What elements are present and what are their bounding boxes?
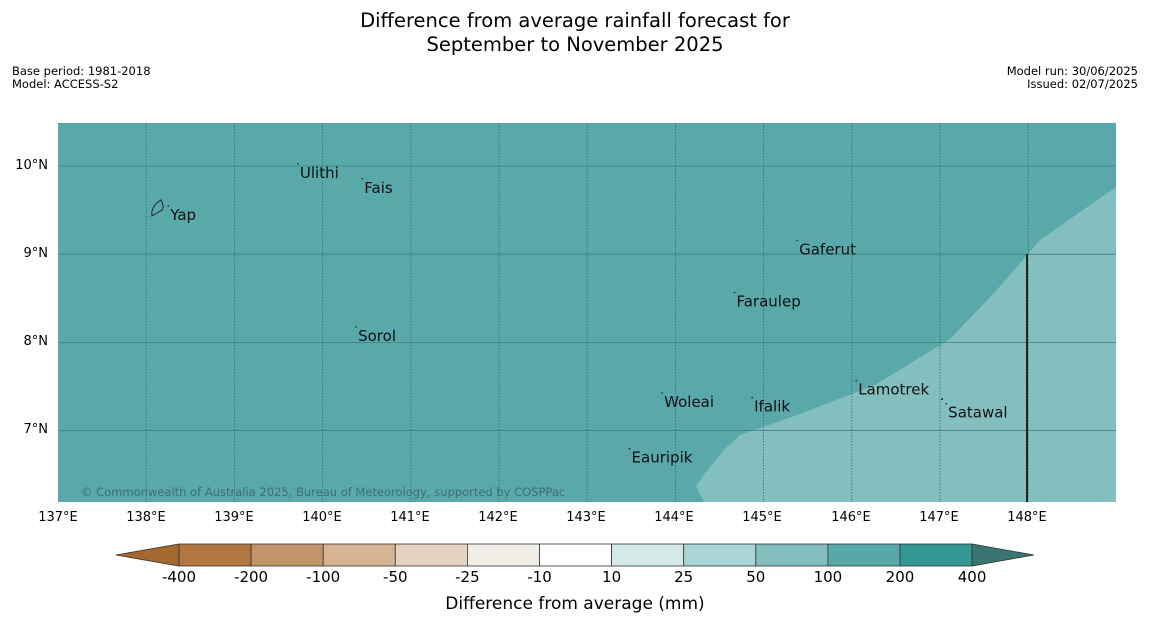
model-name: Model: ACCESS-S2 xyxy=(12,77,119,91)
lon-label-138e: 138°E xyxy=(126,510,166,525)
colorbar-segment xyxy=(539,543,612,567)
lon-label-144e: 144°E xyxy=(654,510,694,525)
place-marker xyxy=(167,205,170,207)
place-label-gaferut: Gaferut xyxy=(799,240,856,258)
colorbar-tick-label: 200 xyxy=(885,568,915,586)
colorbar-tick-label: 10 xyxy=(602,568,622,586)
lon-label-140e: 140°E xyxy=(302,510,342,525)
colorbar-segment xyxy=(827,543,901,567)
lon-label-145e: 145°E xyxy=(742,510,782,525)
colorbar-tick-label: -200 xyxy=(234,568,269,586)
place-label-faraulep: Faraulep xyxy=(736,293,800,311)
lat-label-9n: 9°N xyxy=(23,246,49,261)
place-marker xyxy=(297,162,299,165)
colorbar-segment xyxy=(178,543,252,567)
colorbar-segment xyxy=(322,543,396,567)
yap-coastline xyxy=(151,199,164,217)
graticule xyxy=(58,123,1116,502)
place-label-sorol: Sorol xyxy=(358,327,396,345)
lon-label-147e: 147°E xyxy=(919,510,959,525)
place-marker xyxy=(796,239,798,242)
colorbar xyxy=(115,543,1035,567)
place-label-yap: Yap xyxy=(169,206,196,224)
base-period: Base period: 1981-2018 xyxy=(12,64,151,78)
place-label-ulithi: Ulithi xyxy=(300,164,339,182)
lon-label-143e: 143°E xyxy=(566,510,606,525)
colorbar-segment xyxy=(755,543,829,567)
colorbar-segment xyxy=(683,543,757,567)
colorbar-tick-label: -25 xyxy=(455,568,480,586)
place-label-ifalik: Ifalik xyxy=(754,397,790,415)
lon-label-142e: 142°E xyxy=(478,510,518,525)
copyright-text: © Commonwealth of Australia 2025, Bureau… xyxy=(81,485,565,499)
islet-dot xyxy=(941,398,943,400)
lon-label-141e: 141°E xyxy=(390,510,430,525)
place-label-satawal: Satawal xyxy=(948,404,1007,422)
colorbar-tick-label: 50 xyxy=(746,568,766,586)
lat-label-7n: 7°N xyxy=(23,422,49,437)
colorbar-arrow-high xyxy=(971,543,1035,567)
colorbar-tick-label: -400 xyxy=(161,568,197,586)
place-label-woleai: Woleai xyxy=(664,393,714,411)
colorbar-tick-label: -100 xyxy=(306,568,341,586)
lon-label-139e: 139°E xyxy=(214,510,254,525)
colorbar-segment xyxy=(394,543,468,567)
lon-label-148e: 148°E xyxy=(1007,510,1047,525)
place-labels: Yap Ulithi Fais Gaferut Faraulep Sorol Lamotre… xyxy=(167,162,1008,467)
title-line-2: September to November 2025 xyxy=(426,33,724,56)
colorbar-tick-label: 400 xyxy=(957,568,987,586)
colorbar-tick-label: -50 xyxy=(383,568,408,586)
place-marker xyxy=(355,326,357,328)
place-marker xyxy=(733,291,736,294)
meta-right: Model run: 30/06/2025 Issued: 02/07/2025 xyxy=(1007,65,1138,91)
lon-label-146e: 146°E xyxy=(831,510,871,525)
place-label-fais: Fais xyxy=(364,179,393,197)
colorbar-segment xyxy=(250,543,324,567)
colorbar-label: Difference from average (mm) xyxy=(445,594,705,614)
lat-label-8n: 8°N xyxy=(23,334,49,349)
region-50-100 xyxy=(696,187,1116,502)
colorbar-segment xyxy=(611,543,685,567)
colorbar-arrow-low xyxy=(115,543,180,567)
colorbar-segment xyxy=(466,543,540,567)
map-title: Difference from average rainfall forecas… xyxy=(0,9,1150,57)
colorbar-tick-label: -10 xyxy=(527,568,552,586)
colorbar-segment xyxy=(899,543,973,567)
model-run: Model run: 30/06/2025 xyxy=(1006,64,1138,78)
lon-label-137e: 137°E xyxy=(38,510,78,525)
place-marker xyxy=(628,447,631,450)
map-panel: Yap Ulithi Fais Gaferut Faraulep Sorol Lamotre… xyxy=(58,123,1116,502)
place-marker xyxy=(661,392,663,394)
place-marker xyxy=(945,402,947,405)
colorbar-tick-label: 100 xyxy=(813,568,843,586)
place-marker xyxy=(751,396,753,399)
place-label-eauripik: Eauripik xyxy=(632,449,693,467)
place-label-lamotrek: Lamotrek xyxy=(858,381,929,399)
meta-left: Base period: 1981-2018 Model: ACCESS-S2 xyxy=(12,65,151,91)
issued-date: Issued: 02/07/2025 xyxy=(1027,77,1138,91)
place-marker xyxy=(855,379,858,382)
title-line-1: Difference from average rainfall forecas… xyxy=(360,9,790,32)
colorbar-tick-label: 25 xyxy=(674,568,694,586)
lat-label-10n: 10°N xyxy=(15,158,48,173)
place-marker xyxy=(361,177,364,180)
